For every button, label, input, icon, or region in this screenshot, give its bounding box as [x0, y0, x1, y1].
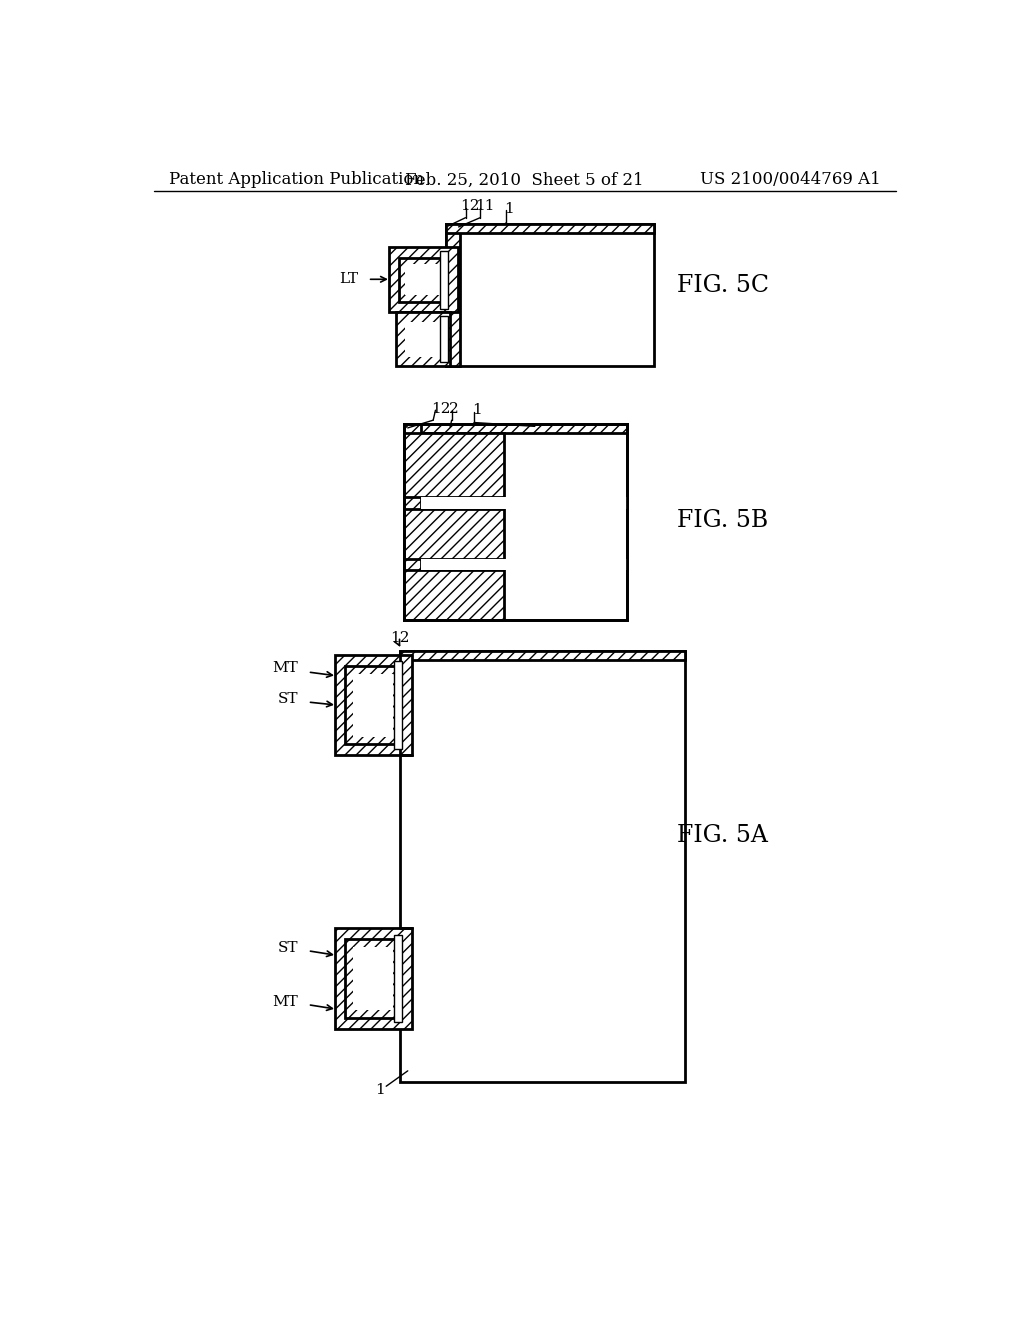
Text: US 2100/0044769 A1: US 2100/0044769 A1: [699, 172, 881, 189]
Text: 12: 12: [390, 631, 410, 645]
Text: FIG. 5A: FIG. 5A: [677, 825, 768, 847]
Bar: [446, 224, 654, 234]
Bar: [440, 251, 447, 309]
Text: 2: 2: [450, 401, 459, 416]
Text: 12: 12: [431, 401, 451, 416]
Text: 1: 1: [504, 202, 514, 216]
Text: 11: 11: [475, 199, 495, 213]
Bar: [394, 661, 401, 748]
Text: LT: LT: [339, 272, 357, 286]
Text: FIG. 5B: FIG. 5B: [677, 508, 768, 532]
Text: 12: 12: [460, 199, 479, 213]
Bar: [421, 558, 628, 570]
Text: Patent Application Publication: Patent Application Publication: [169, 172, 424, 189]
Bar: [399, 257, 447, 302]
Bar: [406, 264, 441, 296]
Bar: [403, 424, 628, 620]
Text: MT: MT: [272, 661, 298, 675]
Bar: [403, 570, 504, 620]
Text: 1: 1: [375, 1084, 385, 1097]
Bar: [400, 651, 685, 1082]
Bar: [440, 317, 447, 363]
Text: 1: 1: [472, 403, 482, 417]
Bar: [335, 928, 412, 1028]
Bar: [403, 424, 421, 620]
Bar: [345, 665, 400, 744]
Text: FIG. 5C: FIG. 5C: [677, 275, 769, 297]
Bar: [446, 224, 460, 367]
Bar: [403, 433, 504, 498]
Bar: [403, 508, 504, 558]
Text: 11: 11: [360, 706, 380, 719]
Text: MT: MT: [272, 994, 298, 1008]
Bar: [406, 322, 441, 358]
Bar: [353, 946, 393, 1010]
Bar: [394, 935, 401, 1022]
Bar: [345, 940, 400, 1018]
Bar: [388, 247, 458, 313]
Bar: [396, 313, 451, 367]
Bar: [403, 424, 628, 433]
Text: ST: ST: [278, 692, 298, 706]
Bar: [335, 655, 412, 755]
Text: ST: ST: [278, 941, 298, 954]
Bar: [403, 424, 628, 620]
Bar: [446, 224, 654, 367]
Text: Feb. 25, 2010  Sheet 5 of 21: Feb. 25, 2010 Sheet 5 of 21: [406, 172, 644, 189]
Bar: [421, 498, 628, 508]
Text: 11: 11: [360, 960, 380, 974]
Bar: [400, 651, 685, 660]
Bar: [353, 673, 393, 737]
